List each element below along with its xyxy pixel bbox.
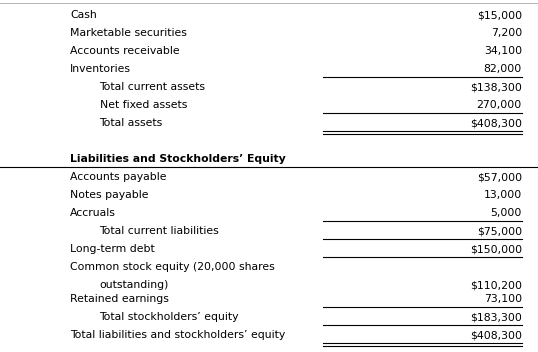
Text: Accounts receivable: Accounts receivable: [70, 46, 180, 56]
Text: Cash: Cash: [70, 10, 97, 20]
Text: $138,300: $138,300: [470, 82, 522, 92]
Text: Marketable securities: Marketable securities: [70, 28, 187, 38]
Text: Long-term debt: Long-term debt: [70, 244, 155, 254]
Text: $150,000: $150,000: [470, 244, 522, 254]
Text: 5,000: 5,000: [491, 208, 522, 218]
Text: $408,300: $408,300: [470, 330, 522, 340]
Text: Total current assets: Total current assets: [100, 82, 206, 92]
Text: $183,300: $183,300: [470, 312, 522, 322]
Text: 7,200: 7,200: [491, 28, 522, 38]
Text: $408,300: $408,300: [470, 118, 522, 128]
Text: Common stock equity (20,000 shares: Common stock equity (20,000 shares: [70, 262, 275, 272]
Text: Total stockholders’ equity: Total stockholders’ equity: [100, 312, 239, 322]
Text: Notes payable: Notes payable: [70, 190, 148, 200]
Text: outstanding): outstanding): [100, 280, 169, 290]
Text: Accruals: Accruals: [70, 208, 116, 218]
Text: $57,000: $57,000: [477, 172, 522, 182]
Text: 82,000: 82,000: [484, 64, 522, 74]
Text: 270,000: 270,000: [477, 100, 522, 110]
Text: $15,000: $15,000: [477, 10, 522, 20]
Text: 34,100: 34,100: [484, 46, 522, 56]
Text: Liabilities and Stockholders’ Equity: Liabilities and Stockholders’ Equity: [70, 154, 286, 164]
Text: Retained earnings: Retained earnings: [70, 294, 169, 304]
Text: Total liabilities and stockholders’ equity: Total liabilities and stockholders’ equi…: [70, 330, 285, 340]
Text: $75,000: $75,000: [477, 226, 522, 236]
Text: 13,000: 13,000: [484, 190, 522, 200]
Text: 73,100: 73,100: [484, 294, 522, 304]
Text: Total current liabilities: Total current liabilities: [100, 226, 220, 236]
Text: Accounts payable: Accounts payable: [70, 172, 166, 182]
Text: Inventories: Inventories: [70, 64, 131, 74]
Text: Net fixed assets: Net fixed assets: [100, 100, 187, 110]
Text: $110,200: $110,200: [470, 280, 522, 290]
Text: Total assets: Total assets: [100, 118, 163, 128]
